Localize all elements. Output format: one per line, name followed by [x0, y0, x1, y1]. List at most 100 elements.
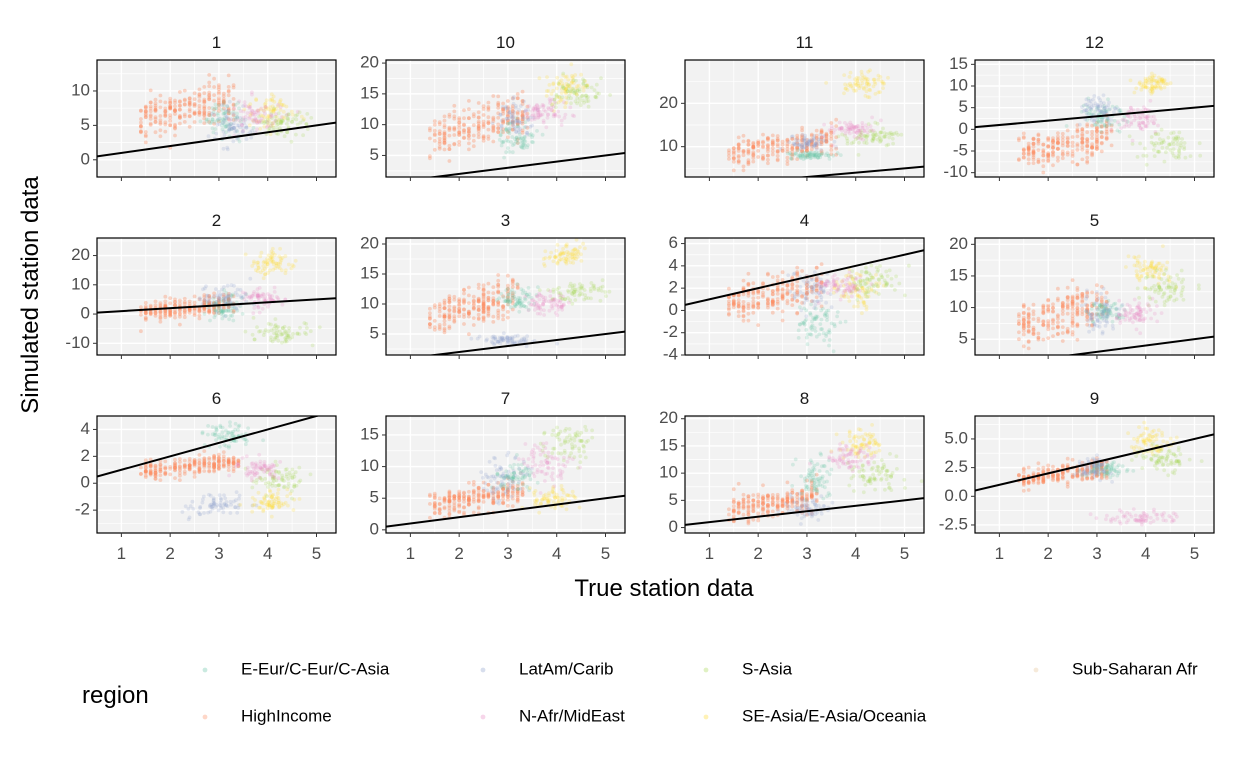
point — [859, 132, 864, 137]
point — [235, 111, 239, 116]
point — [862, 75, 867, 80]
point — [790, 156, 795, 161]
point — [731, 146, 736, 151]
point — [890, 136, 895, 141]
point — [1107, 121, 1111, 126]
point — [255, 121, 260, 125]
point — [588, 289, 593, 294]
point — [1046, 324, 1051, 329]
point — [865, 77, 870, 82]
point — [860, 78, 864, 83]
point — [1150, 74, 1155, 79]
point — [1123, 309, 1128, 314]
point — [780, 318, 785, 323]
point — [198, 297, 203, 302]
y-tick-label: 5 — [370, 323, 379, 342]
point — [775, 287, 780, 292]
point — [829, 288, 834, 292]
point — [1135, 275, 1140, 280]
point — [799, 154, 803, 158]
point — [800, 294, 804, 298]
point — [1060, 152, 1065, 156]
point — [864, 123, 868, 128]
point — [816, 155, 820, 160]
point — [1026, 320, 1031, 325]
point — [1080, 139, 1085, 144]
point — [848, 126, 853, 131]
point — [775, 287, 780, 292]
point — [1101, 310, 1106, 315]
point — [834, 146, 839, 151]
point — [263, 101, 268, 106]
point — [1036, 160, 1041, 165]
point — [537, 109, 542, 114]
point — [559, 304, 564, 309]
point — [462, 287, 466, 292]
point — [1026, 324, 1031, 329]
point — [1080, 291, 1085, 296]
point — [447, 112, 452, 117]
point — [202, 104, 207, 109]
point — [266, 271, 270, 275]
y-tick-label: 10 — [949, 297, 968, 316]
point — [1156, 81, 1160, 86]
point — [1095, 139, 1099, 144]
point — [1095, 319, 1100, 323]
point — [1075, 128, 1080, 133]
point — [197, 466, 202, 471]
point — [457, 130, 462, 135]
point — [1065, 298, 1070, 302]
point — [1159, 127, 1164, 132]
point — [1056, 158, 1060, 163]
point — [496, 122, 501, 127]
point — [819, 152, 824, 157]
point — [891, 141, 895, 146]
point — [261, 264, 266, 268]
point — [823, 281, 828, 286]
point — [544, 94, 549, 98]
point — [143, 140, 148, 145]
point — [493, 337, 498, 342]
point — [1138, 116, 1143, 121]
point — [855, 131, 859, 135]
point — [221, 101, 226, 106]
point — [1101, 304, 1106, 308]
point — [304, 322, 309, 326]
point — [197, 470, 202, 474]
point — [259, 294, 263, 298]
point — [202, 463, 207, 467]
point — [143, 113, 148, 117]
point — [555, 261, 560, 266]
point — [437, 122, 442, 127]
point — [780, 142, 785, 147]
point — [1150, 259, 1154, 264]
point — [1046, 303, 1051, 308]
point — [1099, 284, 1104, 289]
point — [823, 313, 827, 318]
point — [550, 103, 554, 107]
point — [874, 281, 879, 286]
point — [551, 303, 556, 308]
point — [1129, 108, 1134, 113]
point — [836, 286, 841, 291]
point — [486, 313, 491, 318]
point — [1104, 306, 1109, 311]
point — [534, 303, 539, 307]
point — [255, 325, 259, 330]
point — [780, 293, 785, 298]
point — [529, 132, 534, 137]
point — [1090, 144, 1094, 149]
point — [574, 92, 579, 97]
point — [507, 121, 512, 126]
point — [863, 282, 867, 287]
point — [1060, 301, 1065, 306]
point — [530, 140, 534, 144]
point — [793, 151, 798, 156]
point — [212, 301, 217, 306]
point — [496, 300, 501, 304]
point — [1153, 84, 1158, 89]
point — [1138, 318, 1142, 322]
point — [553, 300, 558, 305]
point — [163, 100, 168, 105]
point — [273, 324, 277, 329]
